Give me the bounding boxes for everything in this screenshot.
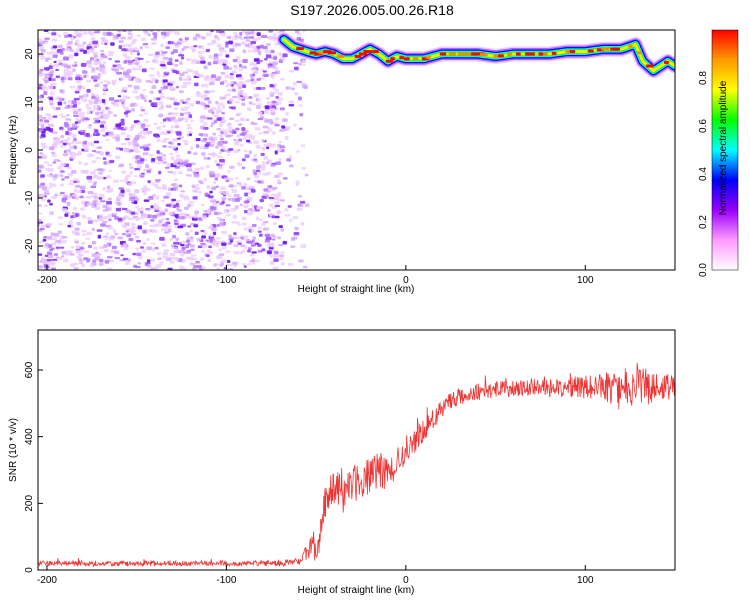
y-tick-label: 600 (24, 361, 35, 378)
x-tick-label: 0 (403, 575, 409, 586)
y-tick-label: 0 (24, 147, 35, 153)
colorbar-tick-label: 0.8 (698, 71, 709, 85)
x-tick-label: 0 (403, 275, 409, 286)
x-tick-label: -200 (37, 575, 57, 586)
spectrogram-y-axis-label: Frequency (Hz) (8, 116, 19, 185)
x-tick-label: 100 (577, 575, 594, 586)
snr-frame (37, 329, 676, 571)
colorbar: 0.0 0.2 0.4 0.6 0.8 Normalized spectral ampl… (698, 29, 739, 277)
snr-x-axis-label: Height of straight line (km) (298, 585, 415, 596)
noise-speckle (38, 30, 310, 270)
colorbar-scale (711, 29, 739, 271)
y-tick-label: 20 (24, 48, 35, 60)
colorbar-tick-label: 0.2 (698, 215, 709, 229)
spectrogram-x-axis-label: Height of straight line (km) (298, 284, 415, 295)
x-tick-label: -100 (216, 275, 236, 286)
x-tick-label: 100 (577, 275, 594, 286)
figure-title: S197.2026.005.00.26.R18 (290, 2, 454, 18)
colorbar-label: Normalized spectral amplitude (718, 80, 729, 215)
snr-y-axis-label: SNR (10 * v/v) (8, 418, 19, 482)
y-tick-label: -20 (24, 238, 35, 253)
y-tick-label: 0 (24, 567, 35, 573)
y-tick-label: 10 (24, 96, 35, 108)
colorbar-tick-label: 0.0 (698, 263, 709, 277)
signal-trace (276, 32, 675, 79)
colorbar-tick-label: 0.4 (698, 167, 709, 181)
snr-panel: -200 -100 0 100 0 200 400 600 Height of straig… (8, 329, 676, 596)
x-tick-label: -200 (37, 275, 57, 286)
y-tick-label: -10 (24, 190, 35, 205)
y-tick-label: 400 (24, 428, 35, 445)
y-tick-label: 200 (24, 495, 35, 512)
snr-series-line (38, 362, 675, 568)
colorbar-tick-label: 0.6 (698, 119, 709, 133)
x-tick-label: -100 (216, 575, 236, 586)
